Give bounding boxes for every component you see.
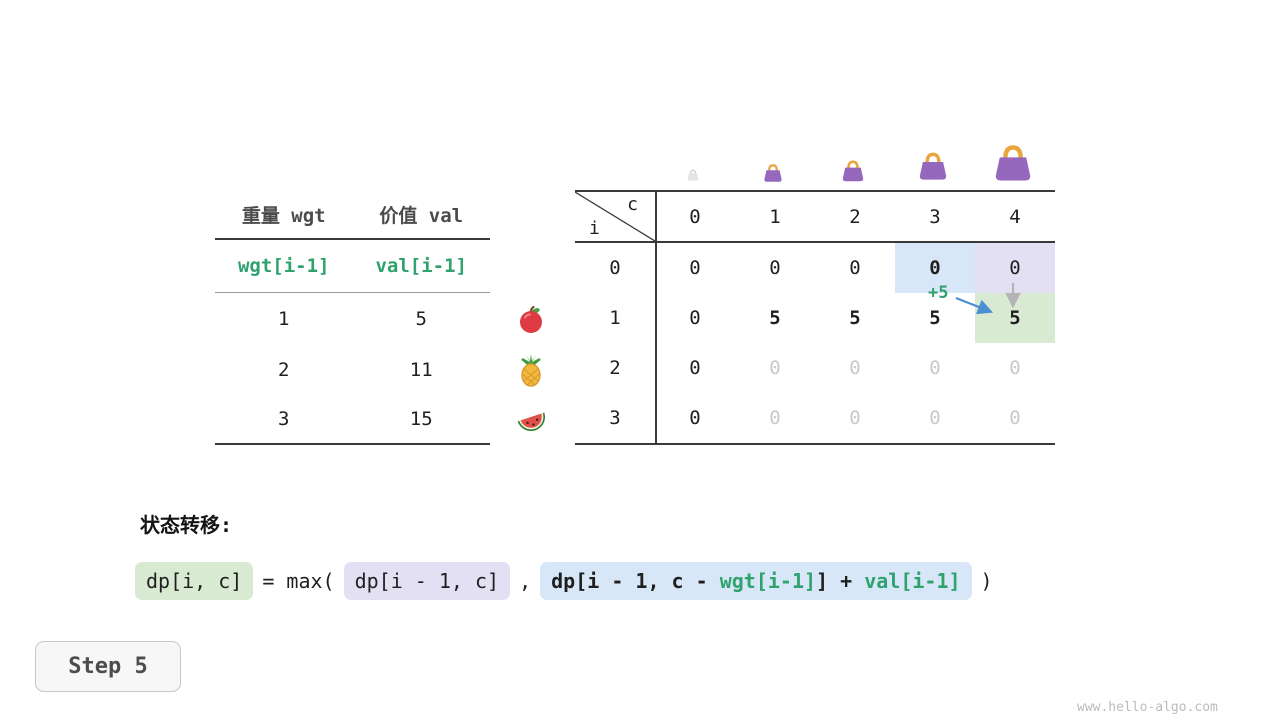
dp-cell-unfilled: 0 xyxy=(849,407,861,429)
dp-corner-cell: c i xyxy=(575,192,655,241)
state-transition-label: 状态转移: xyxy=(140,513,233,537)
bag-medium-icon xyxy=(840,159,866,184)
value-cell: 5 xyxy=(415,307,427,330)
dp-table-vertical-divider xyxy=(655,192,657,443)
dp-cell: 0 xyxy=(689,357,701,379)
watermelon-icon xyxy=(512,395,550,445)
arrow-from-upleft-cell xyxy=(955,296,994,315)
bag-large-icon xyxy=(916,151,950,183)
value-cell: 15 xyxy=(409,408,433,430)
formula-take-mid: ] + xyxy=(816,569,865,593)
dp-row-header: 3 xyxy=(609,407,621,429)
dp-cell: 0 xyxy=(849,257,861,279)
dp-col-header: 3 xyxy=(929,205,941,228)
dp-row-variable: i xyxy=(589,218,600,239)
plus-value-annotation: +5 xyxy=(928,283,949,303)
bag-small-icon xyxy=(762,163,784,184)
weights-header-wgt: 重量 wgt xyxy=(241,204,326,227)
transition-arrows xyxy=(955,283,1021,315)
dp-row-2: 2 0 0 0 0 0 xyxy=(575,343,1055,393)
dp-cell-unfilled: 0 xyxy=(769,357,781,379)
dp-cell: 0 xyxy=(689,257,701,279)
dp-row-3: 3 0 0 0 0 0 xyxy=(575,393,1055,443)
dp-cell: 0 xyxy=(689,407,701,429)
weights-header-val: 价值 val xyxy=(379,204,464,227)
weight-cell: 3 xyxy=(278,408,290,430)
formula-current-term: dp[i, c] xyxy=(135,562,254,600)
weights-header-row: 重量 wgt 价值 val xyxy=(215,190,490,240)
formula-take-term: dp[i - 1, c - wgt[i-1]] + val[i-1] xyxy=(540,562,972,600)
dp-cell-unfilled: 0 xyxy=(1009,407,1021,429)
formula-take-wgt: wgt[i-1] xyxy=(719,569,817,593)
dp-cell-unfilled: 0 xyxy=(849,357,861,379)
dp-cell: 0 xyxy=(769,257,781,279)
bag-ghost-icon xyxy=(686,169,700,182)
weights-row-2: 2 11 xyxy=(215,344,490,395)
formula-eq-max: = max( xyxy=(262,569,335,593)
weights-table: 重量 wgt 价值 val wgt[i-1] val[i-1] 1 5 2 11… xyxy=(215,190,490,445)
formula-take-prefix: dp[i - 1, c - xyxy=(551,569,720,593)
item-icons-column xyxy=(512,293,550,445)
weight-cell: 2 xyxy=(278,358,290,381)
dp-row-header: 1 xyxy=(609,307,621,329)
dp-cell: 0 xyxy=(689,307,701,329)
dp-cell-ref-up: 0 xyxy=(975,243,1055,293)
weights-index-wgt: wgt[i-1] xyxy=(237,255,330,277)
dp-cell-unfilled: 0 xyxy=(929,407,941,429)
weights-index-val: val[i-1] xyxy=(375,255,467,277)
bag-xlarge-icon xyxy=(991,143,1035,185)
formula-keep-term: dp[i - 1, c] xyxy=(343,562,511,600)
apple-icon xyxy=(512,293,550,344)
dp-col-header: 2 xyxy=(849,205,861,228)
dp-row-0: 0 0 0 0 0 0 xyxy=(575,243,1055,293)
weights-row-3: 3 15 xyxy=(215,395,490,445)
weights-index-row: wgt[i-1] val[i-1] xyxy=(215,240,490,293)
transition-formula: dp[i, c] = max( dp[i - 1, c] , dp[i - 1,… xyxy=(135,562,1002,600)
value-cell: 11 xyxy=(409,358,433,381)
step-badge: Step 5 xyxy=(35,641,181,692)
site-watermark: www.hello-algo.com xyxy=(1077,700,1218,715)
weights-row-1: 1 5 xyxy=(215,293,490,344)
corner-diagonal-line xyxy=(575,192,655,241)
weight-cell: 1 xyxy=(278,307,290,330)
dp-col-header: 1 xyxy=(769,205,781,228)
dp-cell: 5 xyxy=(849,307,861,329)
dp-row-header: 2 xyxy=(609,357,621,379)
dp-cell-ref-upleft: 0 xyxy=(895,243,975,293)
formula-take-val: val[i-1] xyxy=(864,569,961,593)
dp-cell-unfilled: 0 xyxy=(769,407,781,429)
dp-col-variable: c xyxy=(627,194,638,215)
dp-cell: 5 xyxy=(929,307,941,329)
formula-close-paren: ) xyxy=(980,569,993,593)
formula-comma: , xyxy=(519,569,532,593)
dp-cell-unfilled: 0 xyxy=(929,357,941,379)
dp-cell-unfilled: 0 xyxy=(1009,357,1021,379)
dp-col-header: 4 xyxy=(1009,205,1021,228)
dp-header-row: c i 0 1 2 3 4 xyxy=(575,192,1055,243)
dp-row-header: 0 xyxy=(609,257,621,279)
dp-cell: 5 xyxy=(769,307,781,329)
dp-table: c i 0 1 2 3 4 0 0 0 0 0 0 1 0 5 5 5 5 2 xyxy=(575,190,1055,445)
dp-col-header: 0 xyxy=(689,205,701,228)
pineapple-icon xyxy=(512,344,550,395)
